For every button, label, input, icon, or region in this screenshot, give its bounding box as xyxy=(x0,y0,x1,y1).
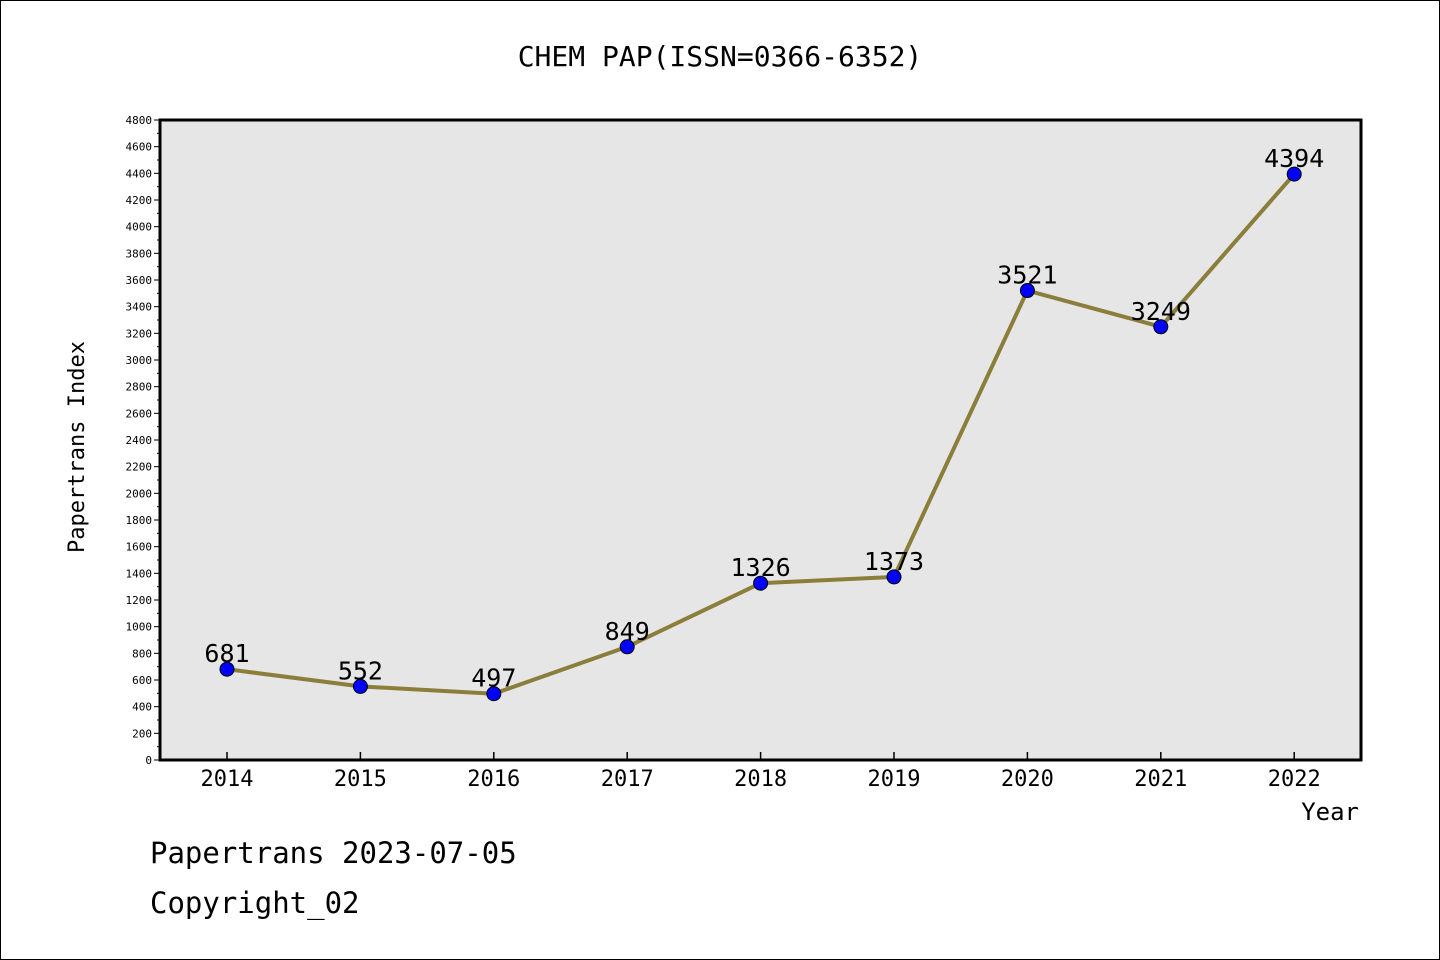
y-tick-label: 200 xyxy=(132,727,152,740)
data-label: 1326 xyxy=(730,553,790,582)
y-tick-label: 800 xyxy=(132,647,152,660)
y-tick-label: 3400 xyxy=(126,301,153,314)
data-label: 681 xyxy=(204,639,249,668)
y-tick-label: 600 xyxy=(132,674,152,687)
data-point xyxy=(486,686,502,702)
data-point xyxy=(753,575,769,591)
y-tick-label: 4000 xyxy=(126,221,153,234)
data-label: 4394 xyxy=(1264,144,1324,173)
y-tick-label: 2800 xyxy=(126,381,153,394)
y-tick-label: 4200 xyxy=(126,194,153,207)
plot-area xyxy=(158,118,1363,762)
x-tick-label: 2019 xyxy=(868,767,921,792)
x-tick-label: 2015 xyxy=(334,767,387,792)
y-tick-label: 0 xyxy=(145,754,152,767)
data-point xyxy=(619,639,635,655)
y-tick-label: 3600 xyxy=(126,274,153,287)
x-axis: 2014 2015 2016 2017 2018 2019 2020 2021 2022 xyxy=(201,752,1321,792)
data-label: 1373 xyxy=(864,547,924,576)
footer-date: Papertrans 2023-07-05 xyxy=(150,836,517,870)
y-tick-label: 3800 xyxy=(126,247,153,260)
x-tick-label: 2021 xyxy=(1134,767,1187,792)
y-tick-label: 3000 xyxy=(126,354,153,367)
data-point xyxy=(219,661,235,677)
y-tick-label: 1000 xyxy=(126,621,153,634)
y-axis-title: Papertrans Index xyxy=(65,341,90,553)
y-axis: 0 200 400 600 800 1000 1200 1400 1600 1800 2000 220… xyxy=(126,114,160,767)
y-tick-label: 3200 xyxy=(126,327,153,340)
x-tick-label: 2020 xyxy=(1001,767,1054,792)
data-point xyxy=(1153,319,1169,335)
data-label: 552 xyxy=(338,656,383,685)
x-tick-label: 2018 xyxy=(734,767,787,792)
x-axis-title: Year xyxy=(1301,798,1359,826)
y-tick-label: 4800 xyxy=(126,114,153,127)
x-tick-label: 2016 xyxy=(467,767,520,792)
y-tick-label: 1400 xyxy=(126,567,153,580)
footer-copyright: Copyright_02 xyxy=(150,886,360,920)
y-tick-label: 2000 xyxy=(126,487,153,500)
x-tick-label: 2022 xyxy=(1268,767,1321,792)
y-tick-label: 1800 xyxy=(126,514,153,527)
y-tick-label: 2600 xyxy=(126,407,153,420)
x-tick-label: 2017 xyxy=(601,767,654,792)
y-tick-label: 400 xyxy=(132,701,152,714)
y-tick-label: 4600 xyxy=(126,141,153,154)
data-label: 3249 xyxy=(1131,297,1191,326)
data-point xyxy=(1286,166,1302,182)
series-layer: 681 552 497 849 1326 1373 3521 3249 4394 xyxy=(204,144,1324,702)
y-tick-label: 1200 xyxy=(126,594,153,607)
x-tick-label: 2014 xyxy=(201,767,254,792)
y-tick-label: 2200 xyxy=(126,461,153,474)
data-label: 497 xyxy=(471,664,516,693)
y-tick-label: 2400 xyxy=(126,434,153,447)
data-label: 3521 xyxy=(997,261,1057,290)
data-point xyxy=(886,569,902,585)
y-tick-label: 4400 xyxy=(126,167,153,180)
y-tick-label: 1600 xyxy=(126,541,153,554)
chart-title: CHEM PAP(ISSN=0366-6352) xyxy=(518,40,923,73)
data-label: 849 xyxy=(605,617,650,646)
data-point xyxy=(1019,283,1035,299)
data-point xyxy=(352,678,368,694)
